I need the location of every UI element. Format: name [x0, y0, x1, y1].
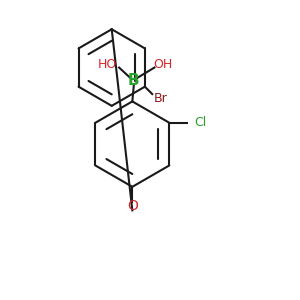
Text: OH: OH: [154, 58, 173, 71]
Text: HO: HO: [98, 58, 117, 71]
Text: Cl: Cl: [194, 116, 207, 129]
Text: Br: Br: [154, 92, 167, 105]
Text: O: O: [127, 199, 138, 213]
Text: B: B: [128, 73, 140, 88]
